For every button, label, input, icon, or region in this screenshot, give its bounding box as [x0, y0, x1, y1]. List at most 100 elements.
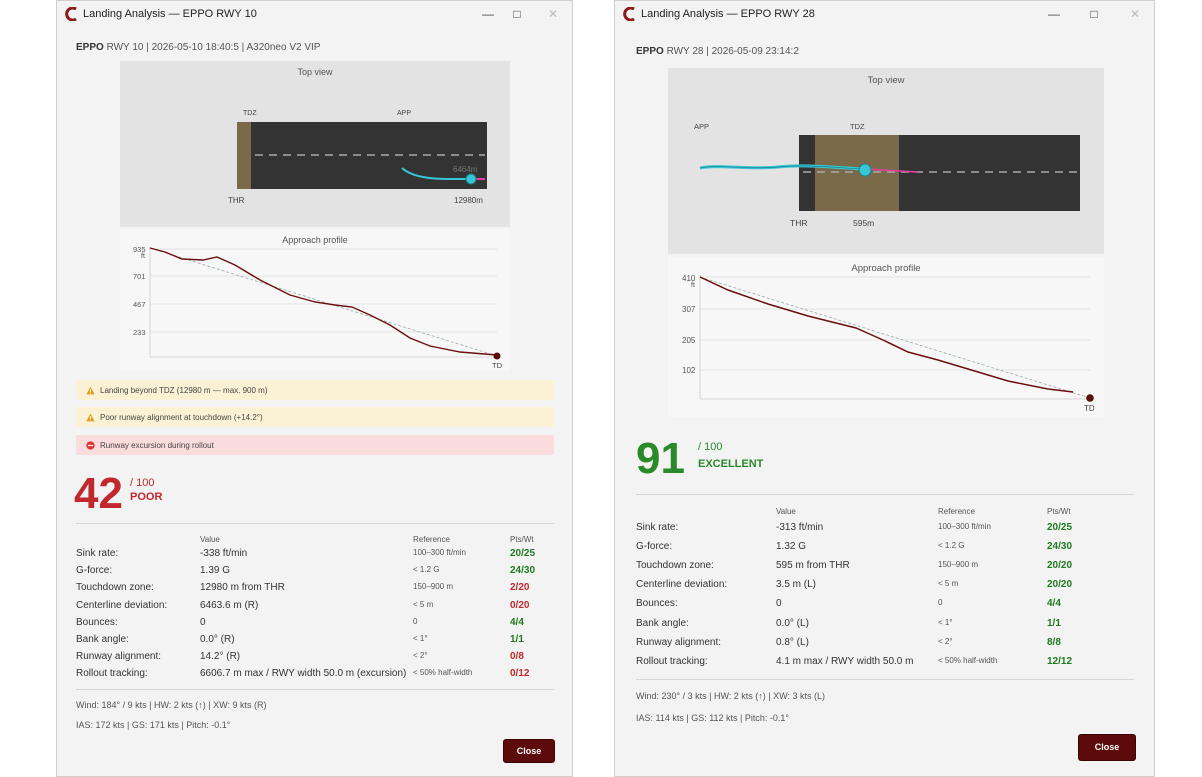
metric-value: 6463.6 m (R): [200, 599, 259, 611]
app-logo-icon: [623, 7, 635, 21]
divider: [636, 494, 1134, 495]
tdz-zone: [237, 122, 251, 189]
close-button[interactable]: Close: [1078, 734, 1136, 761]
thr-label: THR: [790, 218, 807, 228]
metric-label: Runway alignment:: [76, 651, 162, 663]
col-header-reference: Reference: [938, 507, 975, 516]
metric-reference: < 5 m: [413, 599, 434, 609]
app-logo-icon: [65, 7, 77, 21]
col-header-value: Value: [776, 507, 796, 516]
alert-text: Poor runway alignment at touchdown (+14.…: [100, 413, 263, 422]
col-header-pts: Pts/Wt: [1047, 507, 1071, 516]
metric-points: 24/30: [1047, 541, 1073, 553]
score-grade: POOR: [130, 491, 163, 503]
metric-value: 14.2° (R): [200, 651, 241, 663]
col-header-pts: Pts/Wt: [510, 535, 534, 544]
minimize-button[interactable]: —: [1048, 7, 1060, 21]
metric-points: 1/1: [510, 634, 524, 645]
flight-header: EPPO RWY 28 | 2026-05-09 23:14:2: [636, 46, 799, 57]
speed-info: IAS: 114 kts | GS: 112 kts | Pitch: -0.1…: [636, 713, 790, 723]
app-label: APP: [694, 122, 709, 131]
metric-points: 12/12: [1047, 655, 1073, 667]
y-unit: ft: [141, 253, 145, 260]
deviation-label: 6464m: [453, 165, 478, 174]
alert-poor-alignment: Poor runway alignment at touchdown (+14.…: [76, 407, 554, 427]
metric-points: 2/20: [510, 582, 530, 594]
metric-value: 1.39 G: [200, 565, 231, 577]
approach-track: [401, 167, 472, 180]
metric-value: 0: [200, 616, 206, 628]
metric-reference: < 1°: [938, 617, 953, 627]
app-label: APP: [397, 110, 411, 117]
header-airport: EPPO: [636, 46, 664, 57]
landing-analysis-window-rwy10: Landing Analysis — EPPO RWY 10 — □ ✕ EPP…: [56, 0, 573, 777]
metric-label: Centerline deviation:: [636, 579, 728, 591]
metric-value: 595 m from THR: [776, 560, 850, 572]
close-window-button[interactable]: ✕: [547, 7, 559, 21]
header-details: RWY 10 | 2026-05-10 18:40:5 | A320neo V2…: [103, 42, 321, 53]
metric-value: 3.5 m (L): [776, 579, 817, 591]
divider: [76, 523, 554, 524]
metric-value: 0.8° (L): [776, 636, 809, 648]
metric-reference: < 5 m: [938, 579, 959, 589]
score-max: / 100: [130, 477, 155, 489]
metric-label: Bank angle:: [636, 617, 689, 629]
metric-label: G-force:: [636, 541, 673, 553]
top-view-canvas: Top view TDZ APP THR 595m: [694, 75, 1080, 228]
metric-value: 0.0° (R): [200, 634, 235, 645]
close-window-button[interactable]: ✕: [1129, 7, 1141, 21]
approach-profile-panel: Approach profile 410 ft 307 205 102 TD: [668, 257, 1104, 417]
divider: [76, 689, 554, 690]
metric-reference: 150–900 m: [938, 560, 979, 570]
top-view-panel: Top view TDZ APP THR 595m: [668, 68, 1104, 254]
metric-points: 4/4: [1047, 598, 1061, 610]
maximize-button[interactable]: □: [1090, 7, 1098, 21]
window-title: Landing Analysis — EPPO RWY 28: [641, 8, 815, 20]
touchdown-marker: [465, 173, 477, 185]
metric-points: 8/8: [1047, 636, 1061, 648]
score-max: / 100: [698, 441, 723, 453]
close-button[interactable]: Close: [503, 739, 555, 763]
runway: [237, 122, 487, 189]
metric-label: Sink rate:: [76, 548, 119, 559]
wind-info: Wind: 230° / 3 kts | HW: 2 kts (↑) | XW:…: [636, 691, 825, 701]
metric-reference: < 1.2 G: [938, 541, 965, 551]
metric-value: 0.0° (L): [776, 617, 809, 629]
alert-text: Landing beyond TDZ (12980 m — max. 900 m…: [100, 386, 268, 395]
score-value: 91: [636, 434, 685, 483]
metric-label: Touchdown zone:: [636, 560, 714, 572]
minimize-button[interactable]: —: [482, 7, 494, 21]
tdz-label: TDZ: [243, 110, 257, 117]
metric-reference: < 2°: [938, 636, 953, 646]
title-bar[interactable]: Landing Analysis — EPPO RWY 28 — □ ✕: [615, 1, 1154, 27]
top-view-panel: Top view TDZ APP THR 12980m 6464m: [120, 61, 510, 227]
divider: [636, 679, 1134, 680]
title-bar[interactable]: Landing Analysis — EPPO RWY 10 — □ ✕: [57, 1, 572, 27]
alert-runway-excursion: Runway excursion during rollout: [76, 435, 554, 455]
metric-value: 12980 m from THR: [200, 582, 285, 594]
metric-label: Touchdown zone:: [76, 582, 154, 594]
metric-reference: 100–300 ft/min: [413, 548, 466, 557]
touchdown-point: [1086, 394, 1094, 402]
metric-points: 20/25: [510, 548, 536, 559]
col-header-value: Value: [200, 535, 220, 544]
approach-profile-chart: Approach profile 410 ft 307 205 102 TD: [682, 263, 1095, 413]
tdz-label: TDZ: [850, 122, 865, 131]
y-tick-1: 410: [682, 274, 696, 283]
metric-points: 0/12: [510, 668, 530, 680]
metric-label: Bank angle:: [76, 634, 129, 645]
metric-points: 4/4: [510, 616, 524, 628]
metric-value: 4.1 m max / RWY width 50.0 m: [776, 655, 914, 667]
metric-value: 6606.7 m max / RWY width 50.0 m (excursi…: [200, 668, 407, 680]
metric-value: 1.32 G: [776, 541, 807, 553]
col-header-reference: Reference: [413, 535, 450, 544]
warning-icon: [86, 386, 95, 395]
window-title: Landing Analysis — EPPO RWY 10: [83, 8, 257, 20]
glidepath-reference: [149, 247, 498, 357]
score-value: 42: [74, 469, 123, 518]
altitude-profile-line: [699, 276, 1074, 393]
metric-reference: < 1°: [413, 634, 428, 643]
speed-info: IAS: 172 kts | GS: 171 kts | Pitch: -0.1…: [76, 720, 231, 730]
metric-points: 20/20: [1047, 560, 1073, 572]
maximize-button[interactable]: □: [513, 7, 521, 21]
